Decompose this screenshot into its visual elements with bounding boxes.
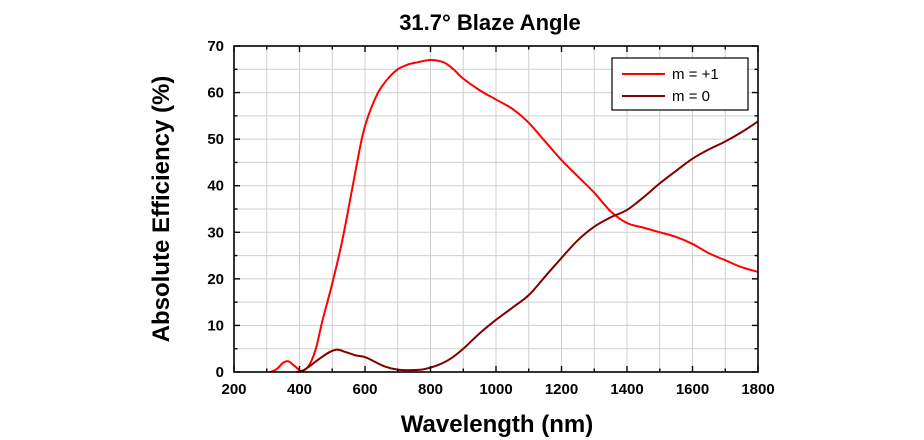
y-tick-label: 70 bbox=[207, 38, 224, 55]
x-tick-label: 1800 bbox=[741, 381, 774, 398]
legend-label-m-plus-1: m = +1 bbox=[672, 66, 719, 83]
y-tick-label: 30 bbox=[207, 224, 224, 241]
series-layer bbox=[269, 58, 759, 373]
x-tick-label: 800 bbox=[418, 381, 443, 398]
y-tick-label: 40 bbox=[207, 178, 224, 195]
y-tick-label: 60 bbox=[207, 85, 224, 102]
legend-box bbox=[611, 57, 749, 111]
x-tick-labels: 200 400 600 800 1000 1200 1400 1600 1800 bbox=[221, 381, 774, 398]
series-line-1 bbox=[296, 120, 759, 373]
chart-title: 31.7° Blaze Angle bbox=[399, 10, 581, 35]
x-tick-label: 1200 bbox=[545, 381, 578, 398]
y-tick-label: 20 bbox=[207, 271, 224, 288]
y-axis-label: Absolute Efficiency (%) bbox=[148, 76, 175, 343]
y-tick-label: 50 bbox=[207, 131, 224, 148]
y-tick-label: 0 bbox=[216, 364, 224, 381]
legend: m = +1 m = 0 bbox=[611, 57, 749, 111]
y-tick-labels: 0 10 20 30 40 50 60 70 bbox=[207, 38, 224, 381]
x-tick-label: 1600 bbox=[676, 381, 709, 398]
y-tick-label: 10 bbox=[207, 317, 224, 334]
x-tick-label: 400 bbox=[287, 381, 312, 398]
x-tick-label: 200 bbox=[221, 381, 246, 398]
x-tick-label: 1000 bbox=[479, 381, 512, 398]
x-tick-label: 600 bbox=[352, 381, 377, 398]
x-axis-label: Wavelength (nm) bbox=[401, 411, 593, 438]
ticks bbox=[233, 45, 759, 373]
legend-label-m-0: m = 0 bbox=[672, 88, 710, 105]
x-tick-label: 1400 bbox=[610, 381, 643, 398]
